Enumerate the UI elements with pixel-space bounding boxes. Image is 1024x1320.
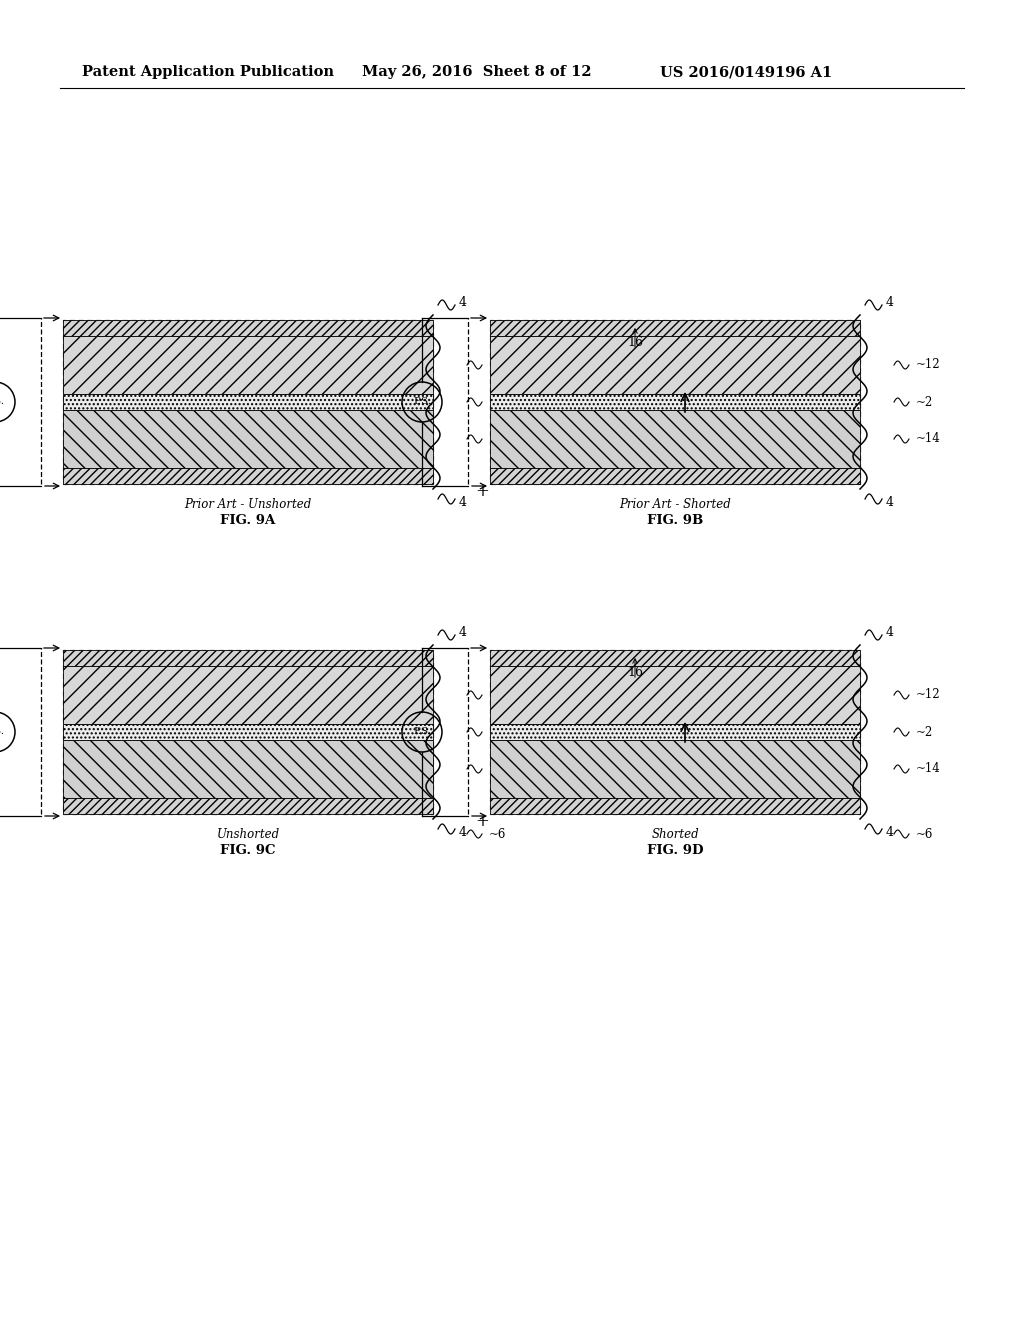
Text: Unshorted: Unshorted	[216, 828, 280, 841]
Text: P.S.: P.S.	[413, 397, 431, 407]
Text: 4: 4	[886, 495, 894, 508]
Text: Prior Art - Shorted: Prior Art - Shorted	[620, 498, 731, 511]
Text: Patent Application Publication: Patent Application Publication	[82, 65, 334, 79]
Bar	[490, 741, 860, 799]
Text: ~2: ~2	[916, 396, 933, 408]
Text: ~14: ~14	[916, 433, 941, 446]
Text: ~6: ~6	[489, 828, 507, 841]
Text: FIG. 9D: FIG. 9D	[647, 843, 703, 857]
Bar	[63, 411, 433, 469]
Bar	[63, 649, 433, 814]
Text: ~2: ~2	[489, 726, 506, 738]
Bar	[490, 411, 860, 469]
Bar	[63, 741, 433, 799]
Text: FIG. 9C: FIG. 9C	[220, 843, 275, 857]
Bar	[490, 799, 860, 814]
Text: Shorted: Shorted	[651, 828, 698, 841]
Text: 4: 4	[459, 626, 467, 639]
Bar	[63, 337, 433, 393]
Text: ~2: ~2	[916, 726, 933, 738]
Text: +: +	[475, 483, 488, 500]
Text: P.S.: P.S.	[0, 727, 4, 737]
Bar	[490, 393, 860, 411]
Bar	[490, 723, 860, 741]
Text: ~2: ~2	[489, 396, 506, 408]
Text: Prior Art - Unshorted: Prior Art - Unshorted	[184, 498, 311, 511]
Bar	[490, 319, 860, 337]
Text: FIG. 9A: FIG. 9A	[220, 513, 275, 527]
Text: +: +	[475, 813, 488, 830]
Text: ~12: ~12	[916, 689, 941, 701]
Text: 4: 4	[459, 825, 467, 838]
Text: ~6: ~6	[916, 828, 933, 841]
Bar	[63, 723, 433, 741]
Bar	[63, 469, 433, 484]
Bar	[63, 393, 433, 411]
Text: 4: 4	[886, 825, 894, 838]
Bar	[490, 667, 860, 723]
Text: ~12: ~12	[489, 359, 514, 371]
Bar	[63, 649, 433, 667]
Text: ~14: ~14	[489, 763, 514, 776]
Bar	[63, 667, 433, 723]
Text: 4: 4	[886, 626, 894, 639]
Text: May 26, 2016  Sheet 8 of 12: May 26, 2016 Sheet 8 of 12	[362, 65, 592, 79]
Text: 4: 4	[886, 296, 894, 309]
Text: ~14: ~14	[916, 763, 941, 776]
Bar	[490, 469, 860, 484]
Text: ~14: ~14	[489, 433, 514, 446]
Bar	[490, 649, 860, 814]
Bar	[63, 319, 433, 337]
Text: P.S.: P.S.	[0, 397, 4, 407]
Text: US 2016/0149196 A1: US 2016/0149196 A1	[660, 65, 833, 79]
Text: ~12: ~12	[916, 359, 941, 371]
Bar	[490, 649, 860, 667]
Text: 16: 16	[627, 335, 643, 348]
Text: 16: 16	[627, 665, 643, 678]
Text: 4: 4	[459, 296, 467, 309]
Bar	[63, 799, 433, 814]
Text: ~12: ~12	[489, 689, 514, 701]
Text: FIG. 9B: FIG. 9B	[647, 513, 703, 527]
Bar	[490, 319, 860, 484]
Bar	[490, 337, 860, 393]
Bar	[63, 319, 433, 484]
Text: P.S.: P.S.	[413, 727, 431, 737]
Text: 4: 4	[459, 495, 467, 508]
